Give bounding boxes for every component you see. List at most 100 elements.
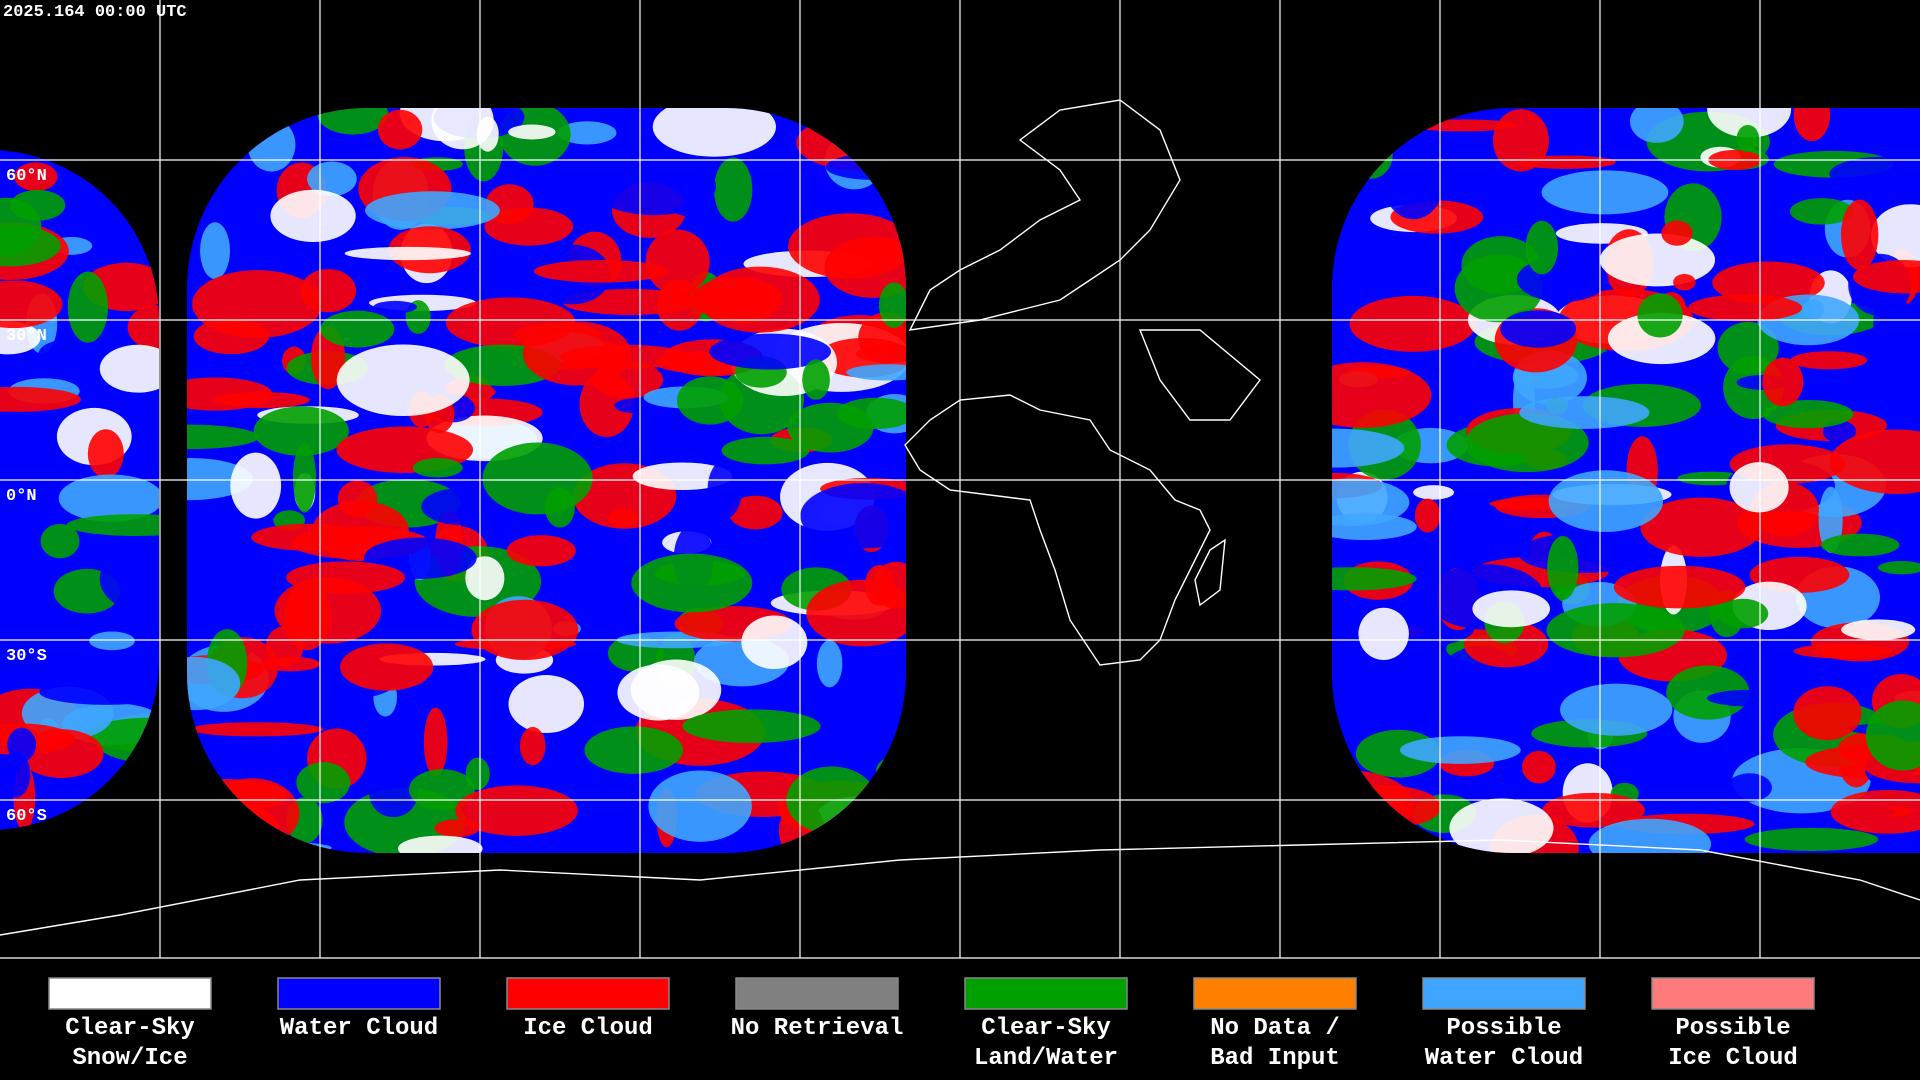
cloud-blob [1661, 220, 1693, 246]
cloud-blob [471, 599, 579, 661]
cloud-blob [274, 577, 382, 644]
cloud-blob [630, 659, 722, 720]
cloud-blob [300, 268, 357, 313]
cloud-blob [369, 769, 418, 818]
cloud-blob [1706, 689, 1796, 707]
cloud-blob [373, 300, 418, 314]
latitude-label: 60°N [6, 167, 47, 186]
africa-outline [904, 394, 1211, 666]
cloud-blob [1640, 497, 1763, 557]
legend-label: Clear-Sky [981, 1015, 1111, 1042]
legend-swatch [506, 977, 670, 1010]
cloud-blob [292, 443, 317, 513]
cloud-blob [253, 406, 349, 456]
cloud-blob [585, 777, 625, 825]
cloud-blob [872, 561, 906, 609]
cloud-blob [40, 523, 80, 559]
cloud-blob [1607, 312, 1716, 365]
legend: Clear-Sky Snow/Ice Water Cloud Ice Cloud No … [48, 977, 1815, 1072]
disk [1332, 108, 1920, 853]
cloud-blob [66, 514, 159, 536]
cloud-blob [87, 429, 124, 478]
cloud-blob [0, 225, 61, 267]
cloud-blob [455, 785, 578, 836]
cloud-blob [648, 770, 752, 842]
cloud-blob [584, 726, 684, 774]
cloud-blob [682, 709, 821, 744]
cloud-blob [0, 280, 63, 329]
cloud-blob [1332, 362, 1432, 428]
cloud-blob [1789, 198, 1854, 225]
cloud-blob [1793, 108, 1831, 142]
cloud-blob [1637, 293, 1683, 338]
cloud-blob [1358, 607, 1409, 661]
cloud-blob [1521, 750, 1556, 784]
cloud-blob [533, 260, 668, 283]
cloud-blob [1717, 598, 1769, 629]
cloud-blob [1519, 396, 1650, 429]
cloud-blob [1517, 532, 1651, 574]
cloud-blob [1472, 590, 1551, 628]
cloud-blob [1599, 233, 1716, 287]
cloud-blob [14, 162, 58, 192]
cloud-blob [1465, 413, 1589, 473]
cloud-blob [1762, 357, 1804, 407]
latitude-label: 0°N [6, 487, 37, 506]
cloud-blob [1500, 310, 1577, 348]
cloud-blob [590, 157, 717, 216]
cloud-blob [632, 462, 733, 490]
cloud-blob [858, 312, 906, 364]
cloud-blob [465, 556, 505, 601]
cloud-blob [320, 310, 395, 348]
legend-label: Snow/Ice [72, 1045, 187, 1072]
cloud-blob [377, 109, 423, 150]
cloud-blob [1841, 619, 1916, 641]
cloud-blob [1399, 736, 1521, 764]
cloud-blob [878, 282, 906, 328]
cloud-blob [721, 436, 810, 465]
legend-swatch [1193, 977, 1357, 1010]
legend-label: Bad Input [1210, 1045, 1340, 1072]
cloud-blob [251, 523, 368, 551]
cloud-blob [1630, 108, 1684, 143]
legend-label: Ice Cloud [1668, 1045, 1798, 1072]
cloud-blob [336, 344, 470, 417]
legend-swatch [277, 977, 441, 1010]
cloud-blob [1865, 700, 1920, 771]
cloud-blob [38, 340, 90, 371]
cloud-blob [1588, 818, 1712, 853]
cloud-blob [631, 553, 753, 613]
cloud-blob [522, 321, 631, 386]
latitude-label: 60°S [6, 807, 47, 826]
cloud-blob [412, 457, 463, 478]
cloud-blob [1712, 261, 1825, 305]
cloud-blob [787, 402, 874, 453]
cloud-blob [1852, 260, 1920, 294]
cloud-blob [676, 376, 744, 425]
cloud-blob [0, 321, 41, 355]
cloud-blob [1349, 295, 1476, 352]
cloud-blob [1793, 686, 1862, 741]
cloud-blob [1547, 535, 1579, 600]
cloud-blob [1541, 170, 1669, 215]
legend-swatch [964, 977, 1128, 1010]
cloud-blob [482, 442, 593, 515]
legend-swatch [735, 977, 899, 1010]
legend-label: Ice Cloud [523, 1015, 653, 1042]
madagascar-outline [1194, 538, 1226, 607]
cloud-blob [707, 459, 743, 519]
cloud-blob [508, 675, 585, 734]
cloud-blob [1673, 273, 1696, 291]
cloud-blob [1729, 462, 1789, 513]
cloud-blob [67, 271, 108, 343]
cloud-blob [0, 386, 82, 412]
cloud-blob [5, 417, 47, 453]
cloud-blob [1736, 125, 1760, 153]
cloud-blob [1559, 683, 1673, 736]
cloud-blob [1546, 603, 1685, 658]
cloud-blob [1666, 665, 1750, 720]
cloud-blob [1744, 827, 1879, 851]
cloud-blob [187, 377, 273, 411]
legend-label: Possible [1675, 1015, 1790, 1042]
cloud-blob [1413, 485, 1455, 500]
